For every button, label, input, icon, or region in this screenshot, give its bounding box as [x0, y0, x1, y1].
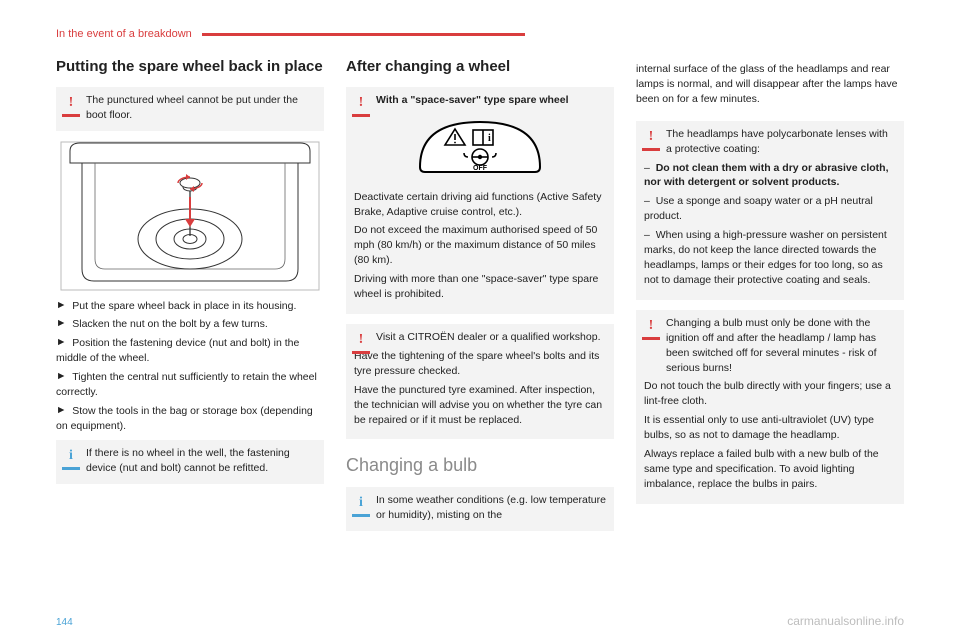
content-columns: Putting the spare wheel back in place ! … — [56, 58, 904, 541]
col2-warn2-p3: Have the punctured tyre examined. After … — [354, 383, 606, 428]
col2-info-text: In some weather conditions (e.g. low tem… — [376, 494, 606, 521]
watermark: carmanualsonline.info — [787, 614, 904, 628]
col2-warn1-p2: Do not exceed the maximum authorised spe… — [354, 223, 606, 268]
col1-step5-text: Stow the tools in the bag or storage box… — [56, 405, 313, 432]
col3-warn2-p1: Changing a bulb must only be done with t… — [666, 317, 876, 374]
col1-warn-box: ! The punctured wheel cannot be put unde… — [56, 87, 324, 131]
page-number: 144 — [56, 617, 73, 628]
col2-warn2-box: ! Visit a CITROËN dealer or a qualified … — [346, 324, 614, 439]
col1-info-text: If there is no wheel in the well, the fa… — [86, 447, 290, 474]
bullet-icon: ► — [56, 316, 66, 331]
col1-heading: Putting the spare wheel back in place — [56, 58, 324, 77]
col2-warn2-p2: Have the tightening of the spare wheel's… — [354, 349, 606, 379]
col2-subheading: Changing a bulb — [346, 453, 614, 479]
col1-step4: ► Tighten the central nut sufficiently t… — [56, 370, 324, 400]
col1-step3: ► Position the fastening device (nut and… — [56, 336, 324, 366]
col2-warn1-title: With a "space-saver" type spare wheel — [376, 94, 569, 106]
column-3: internal surface of the glass of the hea… — [636, 58, 904, 541]
bullet-icon: ► — [56, 335, 66, 350]
warn-icon: ! — [352, 330, 370, 354]
warn-icon: ! — [642, 316, 660, 340]
col3-warn2-p2: Do not touch the bulb directly with your… — [644, 379, 896, 409]
col3-warn1-l4: – When using a high-pressure washer on p… — [644, 228, 896, 288]
col1-info-box: i If there is no wheel in the well, the … — [56, 440, 324, 484]
col1-warn-text: The punctured wheel cannot be put under … — [86, 94, 298, 121]
col3-warn2-box: ! Changing a bulb must only be done with… — [636, 310, 904, 504]
col3-warn1-box: ! The headlamps have polycarbonate lense… — [636, 121, 904, 300]
svg-text:i: i — [488, 133, 491, 144]
bullet-icon: ► — [56, 369, 66, 384]
col3-warn1-l1: The headlamps have polycarbonate lenses … — [666, 128, 888, 155]
bullet-icon: ► — [56, 403, 66, 418]
col3-warn1-l3-text: Use a sponge and soapy water or a pH neu… — [644, 195, 873, 222]
col1-step5: ► Stow the tools in the bag or storage b… — [56, 404, 324, 434]
col3-p1: internal surface of the glass of the hea… — [636, 62, 904, 107]
col2-info-box: i In some weather conditions (e.g. low t… — [346, 487, 614, 531]
col1-step1-text: Put the spare wheel back in place in its… — [72, 300, 296, 312]
col2-warn2-p1: Visit a CITROËN dealer or a qualified wo… — [376, 331, 601, 343]
col2-warn1-box: ! With a "space-saver" type spare wheel … — [346, 87, 614, 314]
col1-step2-text: Slacken the nut on the bolt by a few tur… — [72, 318, 268, 330]
col3-warn1-l3: – Use a sponge and soapy water or a pH n… — [644, 194, 896, 224]
col2-heading: After changing a wheel — [346, 58, 614, 77]
warn-icon: ! — [642, 127, 660, 151]
col1-step4-text: Tighten the central nut sufficiently to … — [56, 371, 317, 398]
col3-warn2-p3: It is essential only to use anti-ultravi… — [644, 413, 896, 443]
warn-icon: ! — [62, 93, 80, 117]
column-2: After changing a wheel ! With a "space-s… — [346, 58, 614, 541]
manual-page: In the event of a breakdown Putting the … — [0, 0, 960, 640]
col2-warn1-p3: Driving with more than one "space-saver"… — [354, 272, 606, 302]
col3-warn1-l2: – Do not clean them with a dry or abrasi… — [644, 161, 896, 191]
spare-wheel-figure — [56, 141, 324, 291]
col3-warn1-l2-text: Do not clean them with a dry or abrasive… — [644, 162, 889, 189]
svg-text:OFF: OFF — [473, 165, 488, 172]
space-saver-figure: i OFF — [354, 112, 606, 182]
page-header: In the event of a breakdown — [56, 28, 904, 40]
bullet-icon: ► — [56, 298, 66, 313]
warn-icon: ! — [352, 93, 370, 117]
header-rule — [202, 33, 904, 36]
col1-step3-text: Position the fastening device (nut and b… — [56, 337, 299, 364]
col2-warn1-p1: Deactivate certain driving aid functions… — [354, 190, 606, 220]
col3-warn1-l4-text: When using a high-pressure washer on per… — [644, 229, 887, 286]
col1-step1: ► Put the spare wheel back in place in i… — [56, 299, 324, 314]
col3-warn2-p4: Always replace a failed bulb with a new … — [644, 447, 896, 492]
column-1: Putting the spare wheel back in place ! … — [56, 58, 324, 541]
breadcrumb: In the event of a breakdown — [56, 28, 202, 40]
info-icon: i — [62, 446, 80, 470]
col1-step2: ► Slacken the nut on the bolt by a few t… — [56, 317, 324, 332]
info-icon: i — [352, 493, 370, 517]
